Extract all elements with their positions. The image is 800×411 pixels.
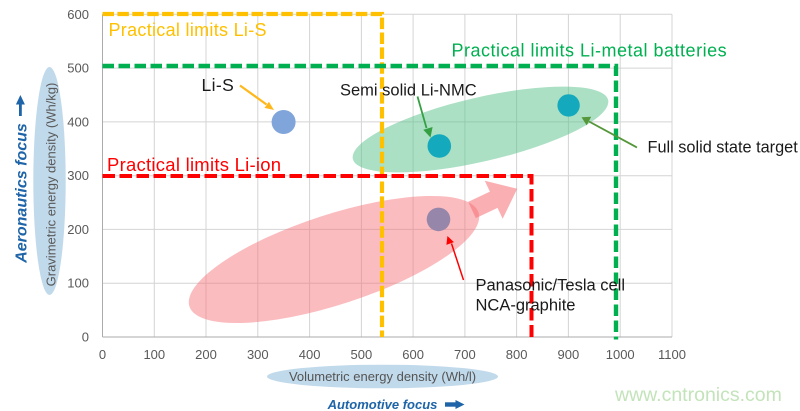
svg-text:Practical limits Li-S: Practical limits Li-S xyxy=(109,20,267,40)
svg-text:300: 300 xyxy=(247,347,269,362)
svg-text:Li-S: Li-S xyxy=(202,75,235,95)
svg-text:Practical limits Li-metal batt: Practical limits Li-metal batteries xyxy=(452,41,728,61)
svg-text:800: 800 xyxy=(506,347,528,362)
svg-text:400: 400 xyxy=(67,114,89,129)
svg-text:0: 0 xyxy=(82,330,89,345)
svg-text:300: 300 xyxy=(67,168,89,183)
svg-text:100: 100 xyxy=(143,347,165,362)
svg-text:400: 400 xyxy=(299,347,321,362)
svg-text:Automotive focus: Automotive focus xyxy=(327,397,438,411)
svg-text:0: 0 xyxy=(99,347,106,362)
svg-text:Practical limits Li-ion: Practical limits Li-ion xyxy=(107,154,281,175)
svg-text:Aeronautics focus: Aeronautics focus xyxy=(14,123,31,264)
svg-text:Gravimetric energy density (Wh: Gravimetric energy density (Wh/kg) xyxy=(44,83,59,287)
svg-text:200: 200 xyxy=(195,347,217,362)
svg-text:Full solid state target: Full solid state target xyxy=(648,139,799,157)
svg-text:1000: 1000 xyxy=(606,347,635,362)
svg-text:1100: 1100 xyxy=(658,347,686,362)
svg-text:100: 100 xyxy=(67,276,89,291)
svg-text:700: 700 xyxy=(454,347,476,362)
svg-text:600: 600 xyxy=(67,7,89,22)
svg-text:Panasonic/Tesla cell: Panasonic/Tesla cell xyxy=(476,277,626,295)
svg-text:200: 200 xyxy=(67,222,89,237)
svg-text:500: 500 xyxy=(67,61,89,76)
svg-text:500: 500 xyxy=(351,347,373,362)
svg-text:Volumetric energy density (Wh/: Volumetric energy density (Wh/l) xyxy=(289,369,476,384)
svg-text:600: 600 xyxy=(402,347,424,362)
svg-text:www.cntronics.com: www.cntronics.com xyxy=(614,384,782,406)
svg-text:900: 900 xyxy=(558,347,580,362)
svg-text:NCA-graphite: NCA-graphite xyxy=(476,296,576,314)
svg-text:Semi solid Li-NMC: Semi solid Li-NMC xyxy=(340,82,477,100)
